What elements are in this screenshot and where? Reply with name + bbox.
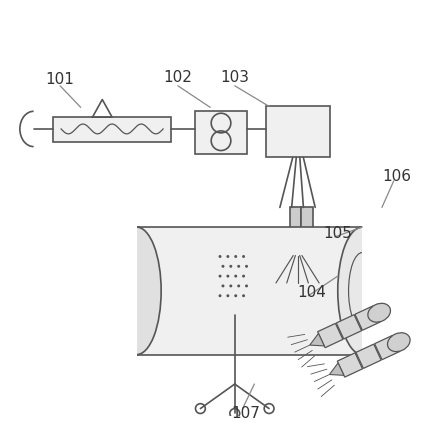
FancyBboxPatch shape <box>266 106 330 157</box>
Circle shape <box>218 255 222 258</box>
FancyBboxPatch shape <box>195 111 246 154</box>
Ellipse shape <box>388 333 410 352</box>
Polygon shape <box>318 324 343 348</box>
Circle shape <box>245 284 248 287</box>
Text: 103: 103 <box>220 70 249 85</box>
Polygon shape <box>375 335 400 360</box>
Circle shape <box>229 265 232 268</box>
Circle shape <box>242 255 245 258</box>
Polygon shape <box>355 306 380 330</box>
Text: 106: 106 <box>382 168 411 184</box>
Polygon shape <box>337 353 362 377</box>
Circle shape <box>226 275 229 277</box>
Polygon shape <box>300 242 310 255</box>
FancyBboxPatch shape <box>107 225 136 357</box>
Text: 102: 102 <box>163 70 192 85</box>
Circle shape <box>226 294 229 297</box>
Ellipse shape <box>368 303 390 322</box>
Ellipse shape <box>112 227 161 354</box>
Circle shape <box>222 284 225 287</box>
Text: 101: 101 <box>46 72 74 88</box>
Circle shape <box>242 294 245 297</box>
FancyBboxPatch shape <box>362 225 392 357</box>
Circle shape <box>226 255 229 258</box>
Circle shape <box>234 275 237 277</box>
Polygon shape <box>336 315 361 339</box>
FancyBboxPatch shape <box>53 117 171 142</box>
Circle shape <box>229 284 232 287</box>
Circle shape <box>234 294 237 297</box>
Ellipse shape <box>338 227 387 354</box>
Circle shape <box>218 294 222 297</box>
Circle shape <box>218 275 222 277</box>
FancyBboxPatch shape <box>136 227 362 354</box>
Circle shape <box>234 255 237 258</box>
Circle shape <box>237 265 240 268</box>
Text: 107: 107 <box>231 406 260 421</box>
Polygon shape <box>289 242 299 255</box>
Circle shape <box>222 265 225 268</box>
Text: 105: 105 <box>323 226 352 242</box>
FancyBboxPatch shape <box>302 207 313 242</box>
Polygon shape <box>310 333 324 346</box>
Text: 104: 104 <box>297 285 326 300</box>
Circle shape <box>242 275 245 277</box>
Polygon shape <box>330 363 344 375</box>
Circle shape <box>237 284 240 287</box>
FancyBboxPatch shape <box>290 207 302 242</box>
Polygon shape <box>356 344 381 368</box>
Circle shape <box>245 265 248 268</box>
